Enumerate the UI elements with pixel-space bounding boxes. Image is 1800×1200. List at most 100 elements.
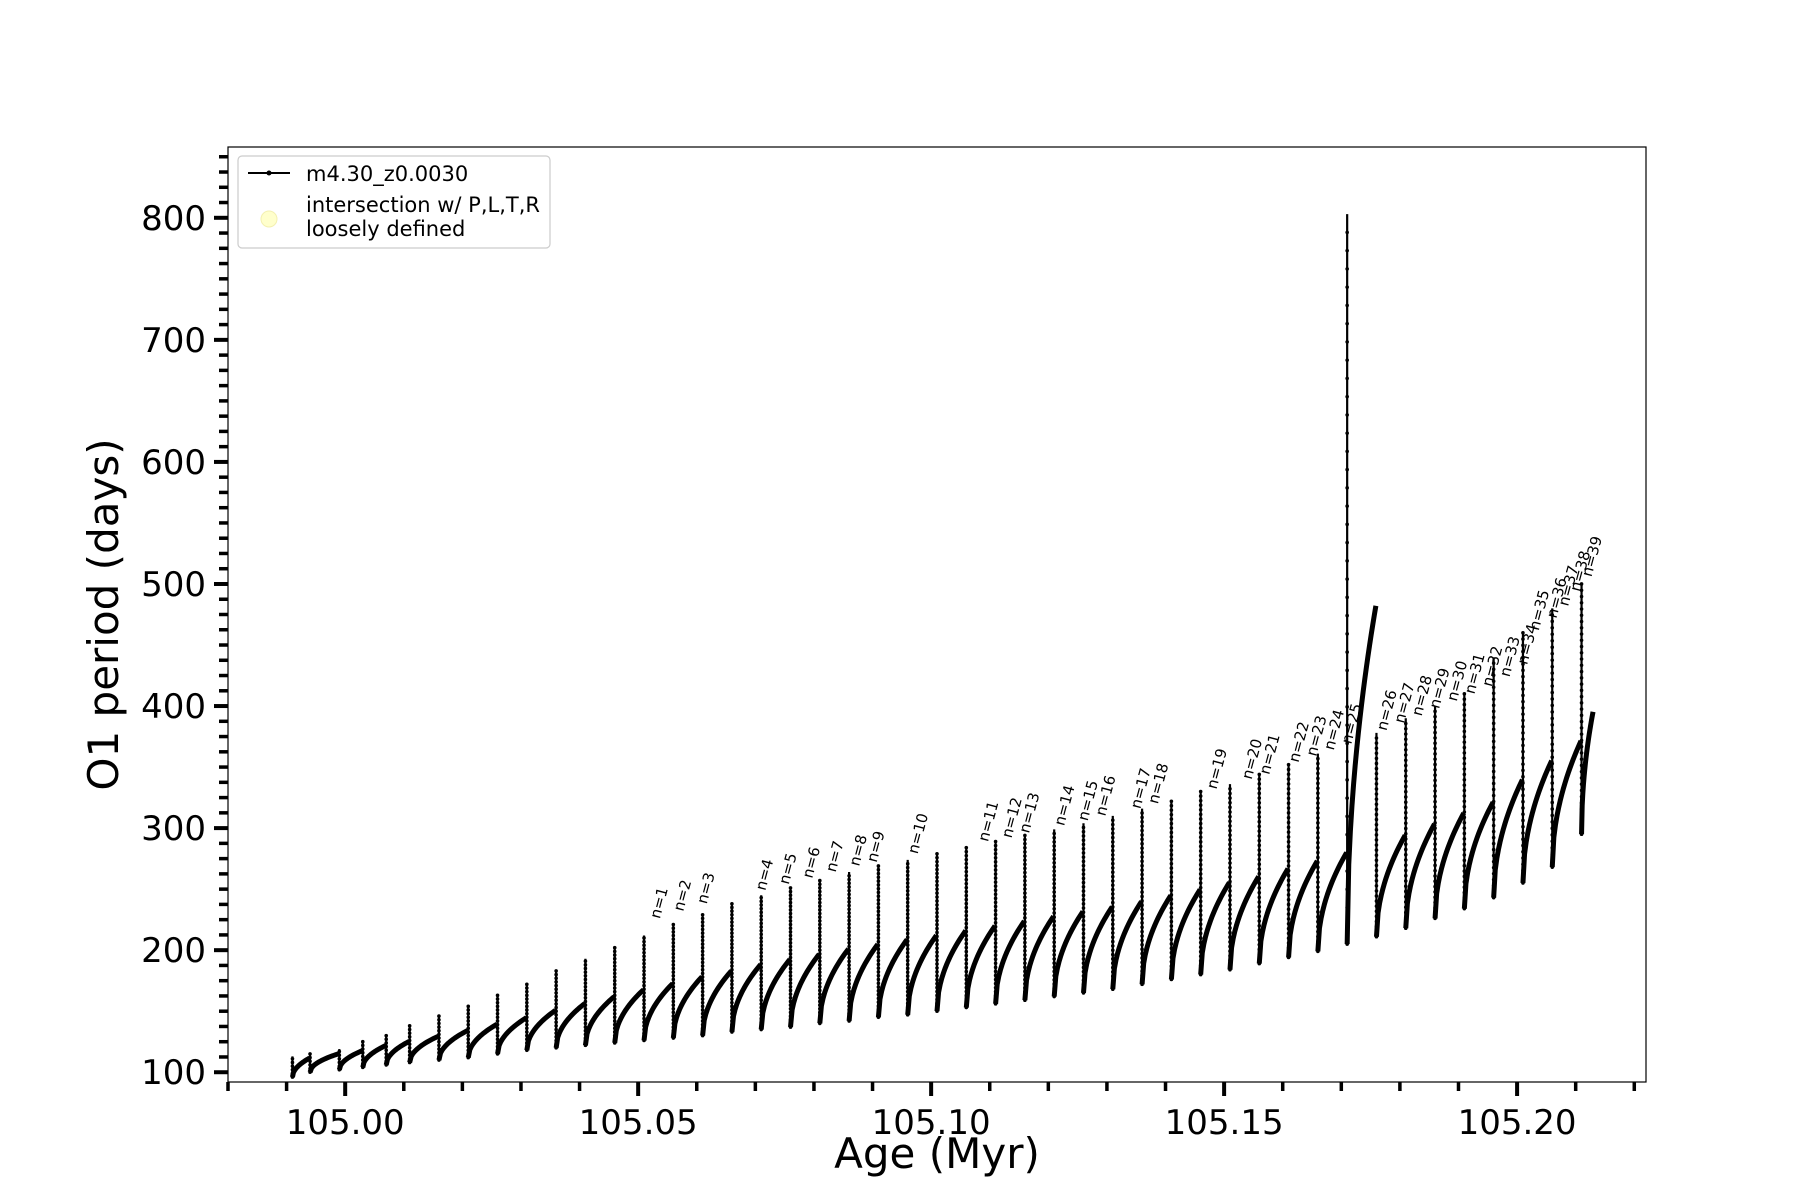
data-point (993, 872, 998, 876)
data-point (1521, 637, 1525, 641)
data-point (847, 974, 851, 979)
data-point (495, 1037, 500, 1042)
data-point (495, 1033, 500, 1038)
data-point (730, 942, 734, 946)
data-point (1316, 850, 1320, 855)
data-point (1433, 752, 1437, 756)
data-point (1081, 902, 1086, 906)
data-point (642, 936, 646, 940)
data-point (1140, 903, 1144, 908)
data-point (1286, 786, 1291, 791)
data-point (437, 1025, 441, 1029)
data-point (1052, 919, 1056, 924)
data-point (1169, 861, 1174, 866)
data-point (1140, 811, 1144, 815)
data-point (1228, 787, 1232, 791)
data-point (935, 855, 939, 860)
data-point (1462, 724, 1467, 728)
data-point (1550, 781, 1555, 785)
data-point (905, 978, 910, 982)
data-point (1374, 889, 1379, 893)
data-point (730, 905, 734, 910)
data-point (964, 945, 969, 950)
data-point (466, 1015, 471, 1020)
data-point (1521, 799, 1525, 804)
data-point (1374, 878, 1379, 883)
data-point (1081, 940, 1086, 944)
data-point (700, 945, 705, 950)
data-point (1550, 651, 1555, 656)
data-point (1403, 868, 1408, 873)
data-point (1579, 638, 1584, 643)
data-point (1052, 848, 1056, 853)
data-point (1491, 853, 1496, 858)
data-point (1521, 706, 1525, 710)
data-point (1316, 826, 1320, 830)
data-point (1228, 926, 1232, 930)
data-point (788, 995, 793, 1000)
data-point (847, 952, 851, 956)
data-point (1345, 705, 1349, 709)
data-point (935, 930, 939, 935)
data-point (1316, 845, 1320, 850)
data-point (818, 977, 822, 982)
data-point (1550, 690, 1555, 695)
data-point (1257, 782, 1262, 786)
data-point (1052, 835, 1056, 840)
data-point (642, 1005, 646, 1010)
data-point (935, 863, 939, 868)
data-point (1550, 677, 1555, 682)
data-point (1521, 831, 1525, 835)
data-point (407, 1038, 412, 1043)
data-point (730, 953, 734, 957)
data-point (1257, 848, 1262, 852)
recovery-curve (1344, 605, 1379, 945)
data-point (1169, 888, 1174, 893)
data-point (847, 948, 851, 953)
data-point (1433, 746, 1437, 751)
data-point (1257, 800, 1262, 805)
data-point (935, 934, 939, 939)
data-point (818, 878, 822, 883)
data-point (1403, 732, 1408, 736)
data-point (1403, 837, 1408, 841)
recovery-curve (1256, 867, 1291, 964)
data-point (337, 1057, 342, 1061)
data-point (1023, 870, 1027, 875)
data-point (612, 993, 617, 998)
data-point (466, 1037, 471, 1042)
data-point (1286, 820, 1291, 825)
data-point (1198, 835, 1203, 840)
data-point (993, 904, 998, 909)
data-point (1140, 819, 1144, 824)
data-point (847, 959, 851, 964)
data-point (1403, 821, 1408, 826)
data-point (935, 926, 939, 931)
data-point (935, 851, 939, 856)
data-point (1550, 619, 1555, 624)
data-point (905, 982, 910, 986)
data-point (1228, 828, 1232, 833)
data-point (1374, 843, 1379, 847)
data-point (1169, 937, 1174, 942)
data-point (847, 914, 851, 919)
data-point (1462, 799, 1467, 804)
data-point (1169, 808, 1174, 812)
data-point (642, 1002, 646, 1006)
data-point (759, 939, 764, 944)
data-point (935, 883, 939, 888)
data-point (1257, 914, 1262, 919)
data-point (788, 922, 793, 927)
data-point (1403, 747, 1408, 752)
data-point (1110, 896, 1115, 901)
recovery-curve (1491, 778, 1525, 898)
data-point (788, 926, 793, 931)
data-point (1316, 875, 1320, 880)
data-point (818, 922, 822, 927)
data-point (1140, 846, 1144, 850)
data-point (1550, 820, 1555, 824)
data-point (1198, 913, 1203, 917)
data-point (935, 938, 939, 943)
data-point (1081, 923, 1086, 927)
data-point (905, 861, 910, 866)
